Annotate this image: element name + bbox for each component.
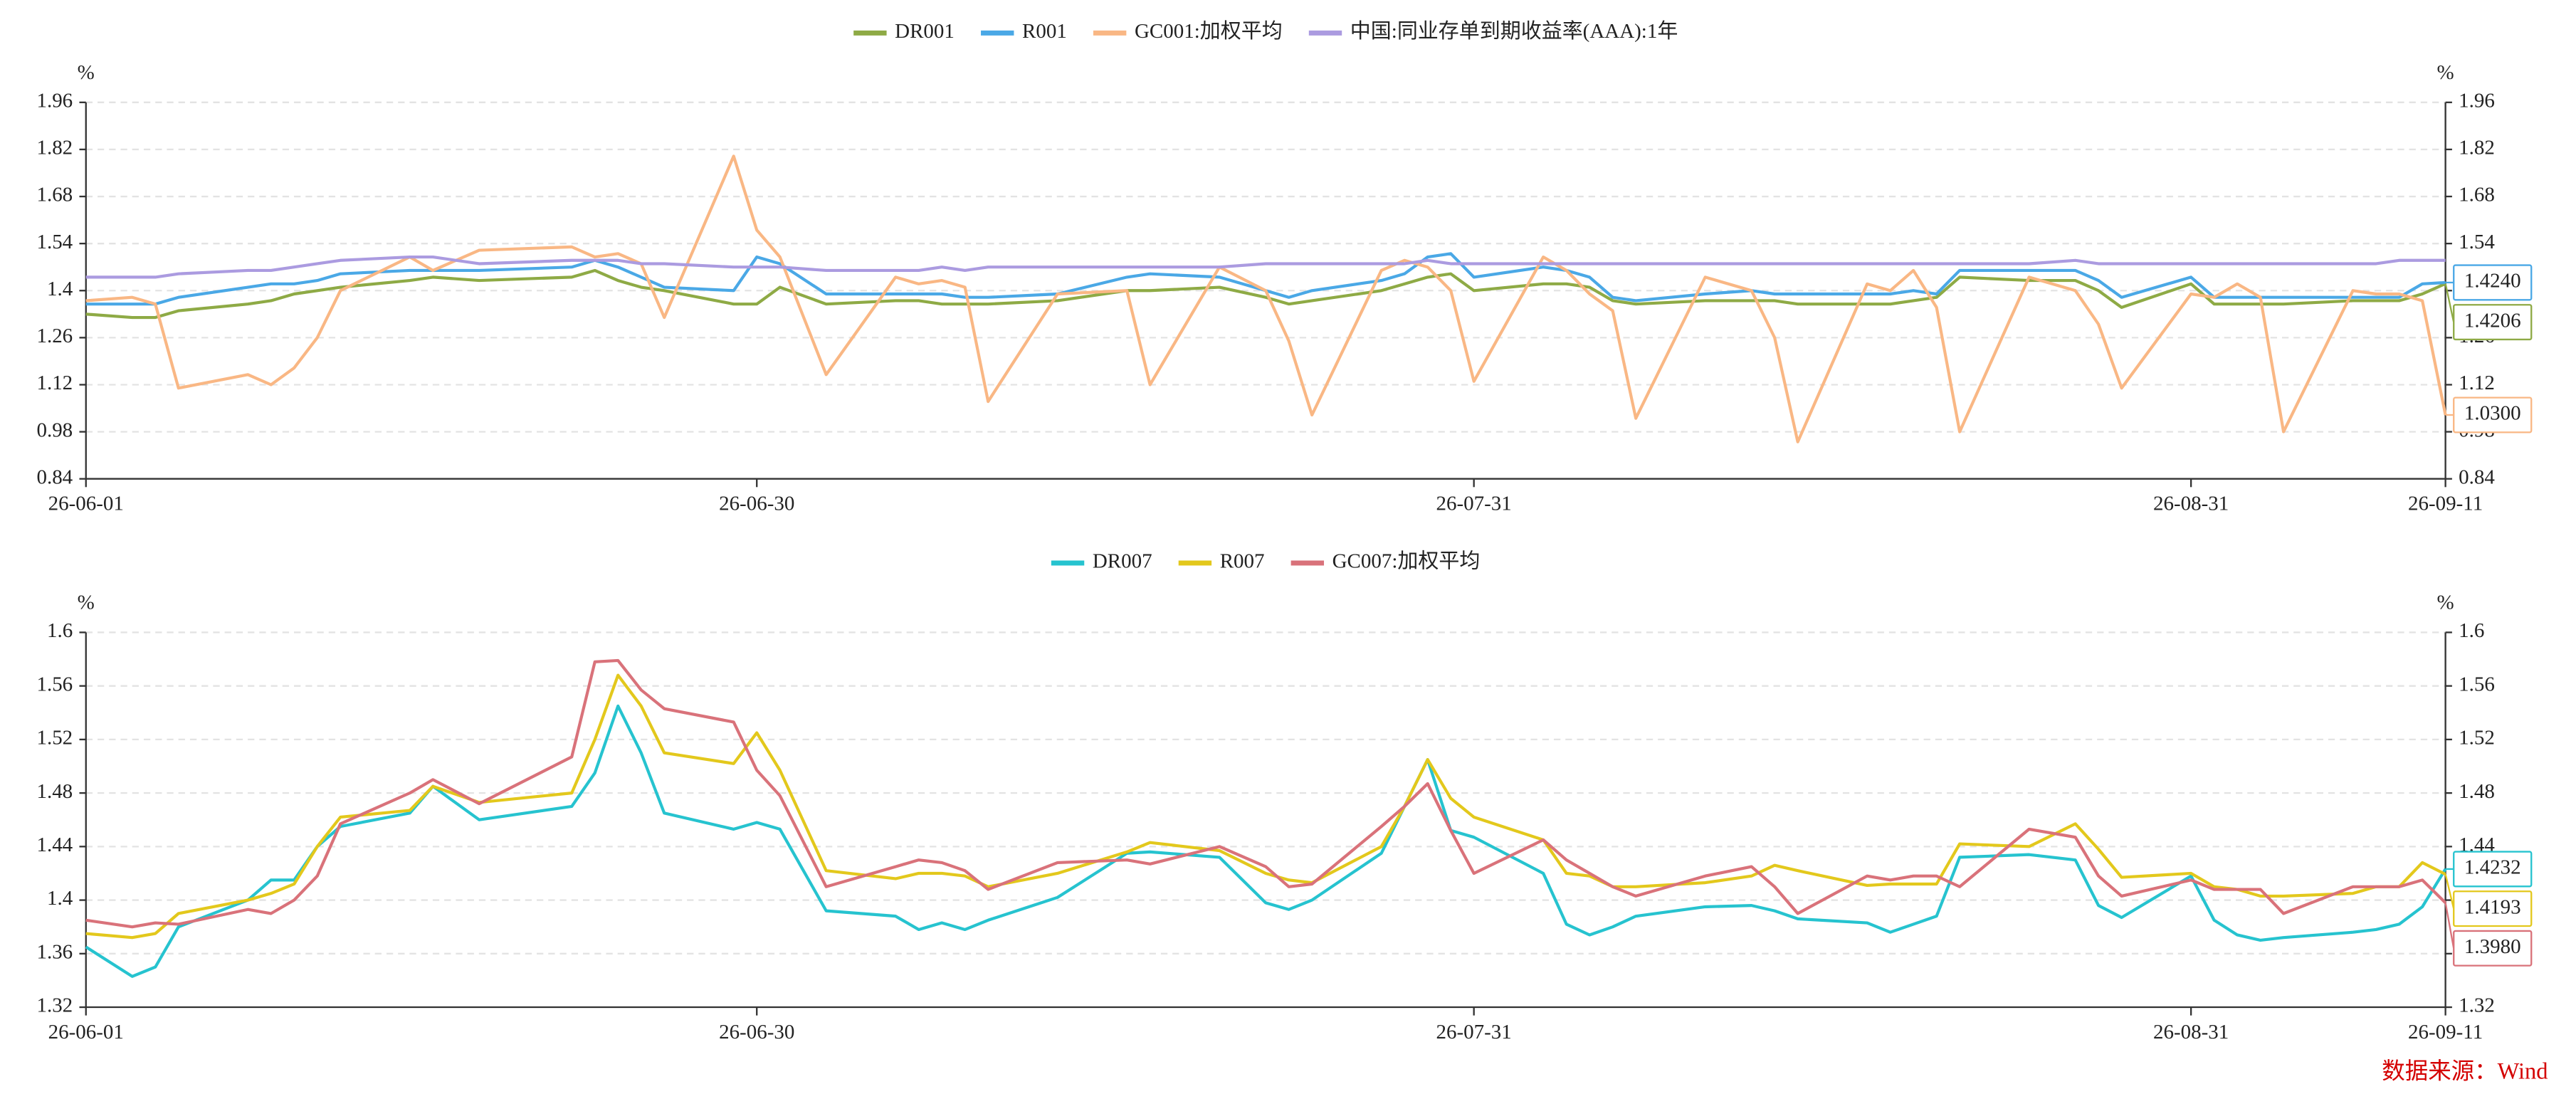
x-tick-label: 26-06-01 [48, 1021, 124, 1043]
series-line [85, 252, 2446, 306]
x-tick-label: 26-09-11 [2408, 1021, 2483, 1043]
y-tick-label: 1.96 [36, 89, 73, 112]
x-tick-label: 26-08-31 [2153, 1021, 2229, 1043]
end-label-box [2453, 930, 2533, 967]
end-label-box [2453, 890, 2533, 927]
y2-tick-label: 1.96 [2459, 89, 2495, 112]
y-axis-label: % [78, 591, 95, 614]
end-label: 1.3980 [2464, 935, 2521, 958]
x-tick-label: 26-06-30 [719, 1021, 794, 1043]
legend-label: GC007:加权平均 [1332, 550, 1481, 573]
series-line [85, 673, 2446, 940]
end-label-box [2453, 396, 2533, 433]
y-tick-label: 0.98 [36, 419, 73, 441]
series-line [85, 268, 2446, 320]
legend-label: R001 [1022, 20, 1067, 43]
end-label: 1.4193 [2464, 895, 2521, 918]
y2-tick-label: 0.84 [2459, 466, 2495, 488]
legend-label: DR007 [1093, 550, 1152, 573]
end-label: 1.4240 [2464, 270, 2521, 293]
y2-tick-label: 1.48 [2459, 780, 2495, 803]
y2-tick-label: 1.52 [2459, 727, 2495, 750]
chart: 1.321.361.41.441.481.521.561.61.321.361.… [36, 550, 2533, 1043]
y-tick-label: 1.4 [47, 887, 73, 910]
y2-tick-label: 1.12 [2459, 372, 2495, 394]
legend: DR001 R001 GC001:加权平均 中国:同业存单到期收益率(AAA):1年 [853, 19, 1678, 43]
x-tick-label: 26-07-31 [1436, 1021, 1512, 1043]
legend-label: 中国:同业存单到期收益率(AAA):1年 [1350, 19, 1678, 43]
y-tick-label: 1.44 [36, 834, 73, 856]
y2-tick-label: 1.32 [2459, 994, 2495, 1017]
end-label: 1.0300 [2464, 402, 2521, 425]
y-tick-label: 1.56 [36, 673, 73, 695]
x-tick-label: 26-08-31 [2153, 492, 2229, 515]
y2-tick-label: 1.68 [2459, 184, 2495, 206]
y-tick-label: 1.4 [47, 278, 73, 300]
label-connector [2444, 283, 2455, 322]
series-line [85, 704, 2447, 978]
y-tick-label: 1.48 [36, 780, 73, 803]
y-tick-label: 1.68 [36, 184, 73, 206]
legend: DR007 R007 GC007:加权平均 [1051, 550, 1481, 573]
y-axis-label: % [78, 61, 95, 84]
end-label: 1.4232 [2464, 856, 2521, 879]
series-line [85, 255, 2446, 279]
end-label: 1.4206 [2464, 309, 2521, 332]
source-note: 数据来源：Wind [2382, 1058, 2548, 1084]
series-line [85, 154, 2447, 443]
y-tick-label: 1.36 [36, 940, 73, 963]
x-tick-label: 26-06-30 [719, 492, 794, 515]
end-label-box [2453, 851, 2533, 888]
legend-label: GC001:加权平均 [1135, 19, 1283, 43]
x-tick-label: 26-06-01 [48, 492, 124, 515]
x-tick-label: 26-09-11 [2408, 492, 2483, 515]
series-line [85, 658, 2447, 929]
y2-tick-label: 1.6 [2459, 619, 2484, 642]
y2-tick-label: 1.54 [2459, 231, 2495, 253]
y2-tick-label: 1.82 [2459, 137, 2495, 159]
end-label-box [2453, 264, 2533, 301]
x-tick-label: 26-07-31 [1436, 492, 1512, 515]
y-tick-label: 0.84 [36, 466, 73, 488]
y-tick-label: 1.52 [36, 727, 73, 750]
legend-label: R007 [1220, 550, 1265, 573]
legend-label: DR001 [895, 20, 955, 43]
y-tick-label: 1.32 [36, 994, 73, 1017]
label-connector [2444, 903, 2455, 949]
label-connector [2444, 874, 2455, 909]
y2-tick-label: 1.56 [2459, 673, 2495, 695]
y2-axis-label: % [2437, 591, 2454, 614]
y-tick-label: 1.54 [36, 231, 73, 253]
y-tick-label: 1.26 [36, 325, 73, 347]
chart: 0.840.981.121.261.41.541.681.821.960.840… [36, 19, 2533, 515]
y-tick-label: 1.82 [36, 137, 73, 159]
end-label-box [2453, 304, 2533, 341]
y-tick-label: 1.6 [47, 619, 73, 642]
y-tick-label: 1.12 [36, 372, 73, 394]
y2-axis-label: % [2437, 61, 2454, 84]
